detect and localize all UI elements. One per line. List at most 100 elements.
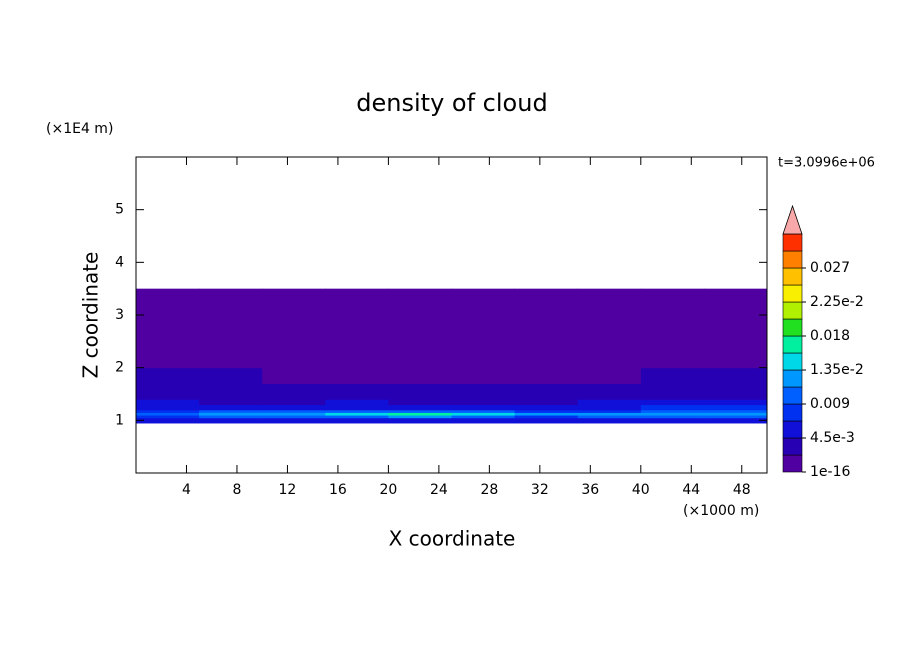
contour-cell [199, 415, 263, 419]
contour-cell [199, 288, 263, 332]
contour-cell [640, 394, 705, 400]
colorbar-box [782, 403, 803, 422]
contour-cell [325, 417, 389, 424]
contour-cell [325, 394, 389, 400]
contour-cell [388, 409, 452, 413]
colorbar-label: 0.018 [810, 328, 850, 344]
contour-cell [703, 409, 768, 413]
contour-cell [577, 417, 642, 424]
contour-cell [703, 394, 768, 400]
colorbar-box [782, 301, 803, 320]
contour-cell [703, 412, 768, 416]
contour-cell [262, 415, 326, 419]
contour-cell [388, 412, 452, 416]
colorbar-box [782, 352, 803, 371]
contour-cell [451, 288, 516, 332]
contour-cell [577, 404, 642, 411]
contour-cell [388, 288, 452, 332]
contour-cell [136, 404, 200, 411]
colorbar-box [782, 420, 803, 439]
contour-cell [199, 409, 263, 413]
colorbar-box [782, 250, 803, 269]
contour-cell [514, 417, 579, 424]
contour-cell [640, 367, 705, 384]
contour-cell [388, 415, 452, 419]
contour-cell [577, 288, 642, 332]
contour-cell [388, 383, 452, 395]
contour-cell [514, 330, 579, 353]
contour-cell [136, 417, 200, 424]
contour-cell [199, 351, 263, 369]
contour-cell [640, 351, 705, 369]
contour-cell [388, 330, 452, 353]
contour-cell [136, 412, 200, 416]
contour-cell [388, 417, 452, 424]
contour-cell [199, 367, 263, 384]
contour-cell [325, 412, 389, 416]
contour-cell [451, 367, 516, 384]
contour-cell [640, 330, 705, 353]
contour-cell [577, 367, 642, 384]
x-tick-label: 20 [379, 482, 397, 498]
contour-cell [325, 409, 389, 413]
y-tick-label: 1 [115, 412, 124, 428]
contour-cell [325, 383, 389, 395]
contour-cell [262, 367, 326, 384]
contour-cell [262, 404, 326, 411]
contour-cell [703, 399, 768, 406]
contour-cell [640, 409, 705, 413]
contour-cell [262, 412, 326, 416]
contour-cell [451, 404, 516, 411]
contour-cell [325, 399, 389, 406]
contour-cell [262, 409, 326, 413]
contour-cell [388, 351, 452, 369]
contour-cell [451, 399, 516, 406]
colorbar-box [782, 233, 803, 252]
contour-cell [262, 288, 326, 332]
contour-cell [388, 399, 452, 406]
y-tick-label: 3 [115, 307, 124, 323]
contour-cell [451, 409, 516, 413]
contour-cell [136, 394, 200, 400]
contour-cell [262, 351, 326, 369]
contour-cell [199, 417, 263, 424]
colorbar-box [782, 318, 803, 337]
contour-cell [451, 394, 516, 400]
contour-cell [262, 417, 326, 424]
contour-cell [703, 288, 768, 332]
y-unit: (×1E4 m) [46, 121, 113, 137]
contour-cell [577, 415, 642, 419]
contour-cell [136, 383, 200, 395]
contour-cell [577, 394, 642, 400]
colorbar-extend [782, 204, 803, 235]
contour-cell [262, 383, 326, 395]
x-tick-label: 16 [329, 482, 347, 498]
contour-cell [199, 330, 263, 353]
x-tick-label: 40 [632, 482, 650, 498]
contour-cell [703, 417, 768, 424]
contour-cell [577, 383, 642, 395]
contour-cell [199, 394, 263, 400]
contour-cell [640, 417, 705, 424]
contour-cell [514, 351, 579, 369]
contour-cell [577, 409, 642, 413]
x-tick-label: 24 [430, 482, 448, 498]
x-tick-label: 12 [279, 482, 297, 498]
contour-cell [451, 330, 516, 353]
x-tick-label: 36 [581, 482, 599, 498]
contour-cell [262, 330, 326, 353]
contour-cell [577, 399, 642, 406]
contour-cell [703, 367, 768, 384]
x-axis-label: X coordinate [389, 527, 516, 551]
contour-cell [325, 330, 389, 353]
contour-cell [199, 383, 263, 395]
contour-cell [640, 288, 705, 332]
x-tick-label: 48 [733, 482, 751, 498]
x-tick-label: 28 [480, 482, 498, 498]
contour-cell [514, 399, 579, 406]
contour-cell [136, 330, 200, 353]
contour-cell [640, 404, 705, 411]
contour-cell [703, 415, 768, 419]
time-annotation: t=3.0996e+06 [778, 156, 875, 171]
